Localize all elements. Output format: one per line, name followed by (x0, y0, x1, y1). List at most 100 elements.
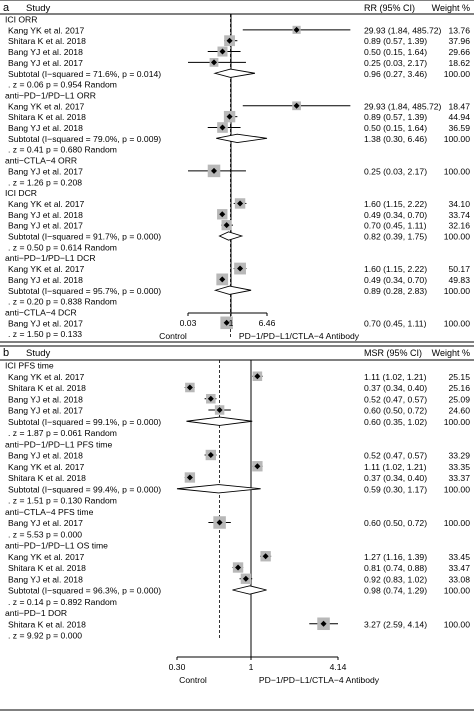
subtotal-diamond (232, 585, 267, 595)
x-axis-tick-label: 6.46 (259, 318, 276, 328)
study-label: Shitara K et al. 2018 (8, 383, 86, 393)
point-estimate-marker (254, 463, 261, 470)
effect-ci-value: 29.93 (1.84, 485.72) (364, 25, 442, 35)
x-axis-left-label: Control (179, 675, 207, 685)
weight-value: 13.76 (448, 25, 470, 35)
study-label: Shitara K et al. 2018 (8, 112, 86, 122)
point-estimate-marker (320, 620, 327, 627)
study-label: Kang YK et al. 2017 (8, 462, 85, 472)
weight-value: 24.60 (448, 406, 470, 416)
point-estimate-marker (216, 407, 223, 413)
subgroup-heading: anti−PD−1/PD−L1 DCR (5, 253, 96, 263)
subtotal-label: Subtotal (I−squared = 79.0%, p = 0.009) (8, 134, 161, 144)
heterogeneity-test-note: . z = 0.41 p = 0.680 Random (8, 145, 117, 155)
weight-value: 34.10 (448, 199, 470, 209)
weight-value: 100.00 (444, 286, 471, 296)
subgroup-heading: anti−PD−1 DOR (5, 608, 67, 618)
weight-value: 100.00 (444, 417, 471, 427)
subtotal-diamond (176, 484, 261, 494)
header-weight: Weight % (432, 3, 470, 13)
point-estimate-marker (219, 276, 226, 283)
subgroup-heading: ICI ORR (5, 15, 37, 25)
effect-ci-value: 0.70 (0.45, 1.11) (364, 318, 427, 328)
effect-ci-value: 0.82 (0.39, 1.75) (364, 232, 427, 242)
effect-ci-value: 1.38 (0.30, 6.46) (364, 134, 427, 144)
study-label: Shitara K et al. 2018 (8, 563, 86, 573)
study-label: Kang YK et al. 2017 (8, 25, 85, 35)
point-estimate-marker (186, 384, 193, 391)
study-label: Kang YK et al. 2017 (8, 552, 85, 562)
x-axis-left-label: Control (159, 331, 187, 341)
weight-value: 33.29 (448, 451, 470, 461)
study-label: Kang YK et al. 2017 (8, 372, 85, 382)
study-label: Bang YJ et al. 2017 (8, 406, 83, 416)
effect-ci-value: 0.25 (0.03, 2.17) (364, 58, 427, 68)
point-estimate-marker (219, 124, 226, 131)
effect-ci-value: 0.92 (0.83, 1.02) (364, 574, 427, 584)
study-label: Kang YK et al. 2017 (8, 264, 85, 274)
weight-value: 18.62 (448, 58, 470, 68)
weight-value: 100.00 (444, 69, 471, 79)
x-axis-tick-label: 4.14 (330, 662, 347, 672)
point-estimate-marker (211, 59, 218, 66)
subtotal-diamond (216, 133, 268, 144)
weight-value: 33.08 (448, 574, 470, 584)
effect-ci-value: 0.98 (0.74, 1.29) (364, 586, 427, 596)
effect-ci-value: 1.27 (1.16, 1.39) (364, 552, 427, 562)
effect-ci-value: 0.52 (0.47, 0.57) (364, 394, 427, 404)
weight-value: 49.83 (448, 275, 470, 285)
study-label: Bang YJ et al. 2017 (8, 58, 83, 68)
x-axis-tick-label: 0.30 (169, 662, 186, 672)
weight-value: 36.59 (448, 123, 470, 133)
effect-ci-value: 0.49 (0.34, 0.70) (364, 275, 427, 285)
subtotal-label: Subtotal (I−squared = 96.3%, p = 0.000) (8, 586, 161, 596)
point-estimate-marker (219, 211, 226, 218)
x-axis-tick-label: 1 (249, 662, 254, 672)
point-estimate-marker (237, 200, 244, 207)
subtotal-diamond (186, 416, 253, 426)
subtotal-diamond (218, 231, 244, 241)
effect-ci-value: 0.49 (0.34, 0.70) (364, 210, 427, 220)
header-effect: RR (95% CI) (364, 3, 415, 13)
effect-ci-value: 1.60 (1.15, 2.22) (364, 264, 427, 274)
subgroup-heading: anti−PD−1/PD−L1 ORR (5, 90, 96, 100)
point-estimate-marker (242, 575, 249, 582)
point-estimate-marker (211, 167, 218, 174)
effect-ci-value: 0.60 (0.50, 0.72) (364, 406, 427, 416)
effect-ci-value: 0.50 (0.15, 1.64) (364, 123, 427, 133)
subgroup-heading: anti−PD−1/PD−L1 PFS time (5, 439, 112, 449)
effect-ci-value: 1.60 (1.15, 2.22) (364, 199, 427, 209)
effect-ci-value: 0.60 (0.50, 0.72) (364, 518, 427, 528)
weight-value: 25.15 (448, 372, 470, 382)
heterogeneity-test-note: . z = 9.92 p = 0.000 (8, 631, 82, 641)
point-estimate-marker (207, 452, 214, 458)
study-label: Bang YJ et al. 2018 (8, 210, 83, 220)
heterogeneity-test-note: . z = 0.50 p = 0.614 Random (8, 242, 117, 252)
effect-ci-value: 0.96 (0.27, 3.46) (364, 69, 427, 79)
weight-value: 100.00 (444, 484, 471, 494)
point-estimate-marker (226, 37, 233, 44)
header-weight: Weight % (432, 348, 470, 358)
effect-ci-value: 29.93 (1.84, 485.72) (364, 101, 442, 111)
effect-ci-value: 0.37 (0.34, 0.40) (364, 383, 427, 393)
heterogeneity-test-note: . z = 1.50 p = 0.133 (8, 329, 82, 339)
point-estimate-marker (207, 395, 214, 402)
weight-value: 25.09 (448, 394, 470, 404)
effect-ci-value: 0.60 (0.35, 1.02) (364, 417, 427, 427)
subtotal-diamond (213, 285, 252, 295)
effect-ci-value: 0.52 (0.47, 0.57) (364, 451, 427, 461)
weight-value: 100.00 (444, 518, 471, 528)
study-label: Bang YJ et al. 2018 (8, 275, 83, 285)
x-axis-tick-label: 0.03 (180, 318, 197, 328)
weight-value: 33.35 (448, 462, 470, 472)
point-estimate-marker (186, 474, 193, 481)
x-axis-right-label: PD−1/PD−L1/CTLA−4 Antibody (239, 331, 360, 341)
weight-value: 100.00 (444, 232, 471, 242)
subgroup-heading: anti−PD−1/PD−L1 OS time (5, 541, 108, 551)
weight-value: 50.17 (448, 264, 470, 274)
heterogeneity-test-note: . z = 0.20 p = 0.838 Random (8, 297, 117, 307)
effect-ci-value: 0.89 (0.57, 1.39) (364, 112, 427, 122)
study-label: Bang YJ et al. 2017 (8, 166, 83, 176)
weight-value: 100.00 (444, 619, 471, 629)
